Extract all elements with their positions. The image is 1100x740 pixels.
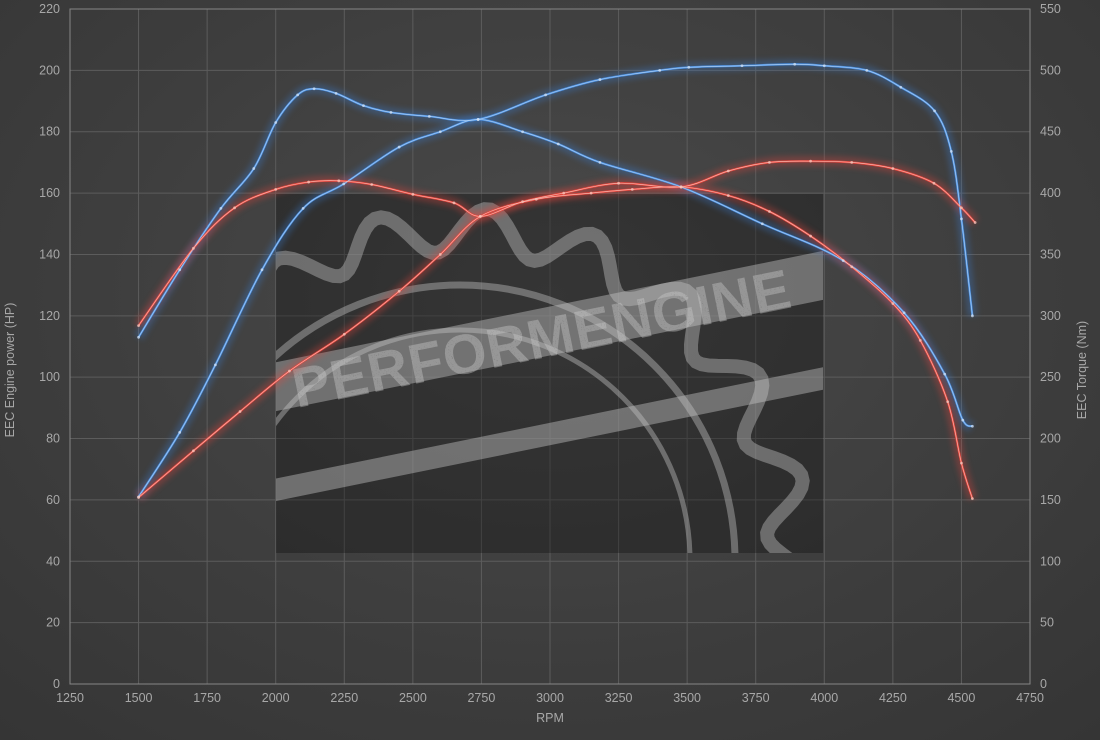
svg-text:2250: 2250 — [330, 691, 358, 705]
svg-text:220: 220 — [39, 2, 60, 16]
svg-text:40: 40 — [46, 554, 60, 568]
svg-text:2750: 2750 — [467, 691, 495, 705]
svg-text:500: 500 — [1040, 63, 1061, 77]
svg-text:160: 160 — [39, 186, 60, 200]
svg-text:2500: 2500 — [399, 691, 427, 705]
svg-text:4250: 4250 — [879, 691, 907, 705]
svg-text:60: 60 — [46, 493, 60, 507]
svg-text:3500: 3500 — [673, 691, 701, 705]
svg-text:400: 400 — [1040, 186, 1061, 200]
svg-text:EEC Torque (Nm): EEC Torque (Nm) — [1075, 321, 1089, 419]
svg-text:1500: 1500 — [125, 691, 153, 705]
svg-text:350: 350 — [1040, 248, 1061, 262]
svg-text:20: 20 — [46, 616, 60, 630]
svg-text:0: 0 — [53, 677, 60, 691]
svg-text:2000: 2000 — [262, 691, 290, 705]
svg-text:100: 100 — [1040, 554, 1061, 568]
svg-text:140: 140 — [39, 248, 60, 262]
svg-text:200: 200 — [1040, 432, 1061, 446]
svg-text:100: 100 — [39, 370, 60, 384]
svg-text:EEC Engine power (HP): EEC Engine power (HP) — [3, 303, 17, 438]
svg-text:450: 450 — [1040, 125, 1061, 139]
svg-text:3000: 3000 — [536, 691, 564, 705]
svg-text:250: 250 — [1040, 370, 1061, 384]
svg-text:300: 300 — [1040, 309, 1061, 323]
svg-text:1250: 1250 — [56, 691, 84, 705]
svg-text:0: 0 — [1040, 677, 1047, 691]
svg-text:3250: 3250 — [605, 691, 633, 705]
svg-text:50: 50 — [1040, 616, 1054, 630]
svg-text:4000: 4000 — [810, 691, 838, 705]
svg-text:150: 150 — [1040, 493, 1061, 507]
svg-text:1750: 1750 — [193, 691, 221, 705]
svg-text:120: 120 — [39, 309, 60, 323]
svg-text:550: 550 — [1040, 2, 1061, 16]
svg-text:180: 180 — [39, 125, 60, 139]
svg-text:4750: 4750 — [1016, 691, 1044, 705]
svg-text:3750: 3750 — [742, 691, 770, 705]
svg-text:4500: 4500 — [947, 691, 975, 705]
svg-text:200: 200 — [39, 63, 60, 77]
svg-text:RPM: RPM — [536, 711, 564, 725]
svg-text:80: 80 — [46, 432, 60, 446]
